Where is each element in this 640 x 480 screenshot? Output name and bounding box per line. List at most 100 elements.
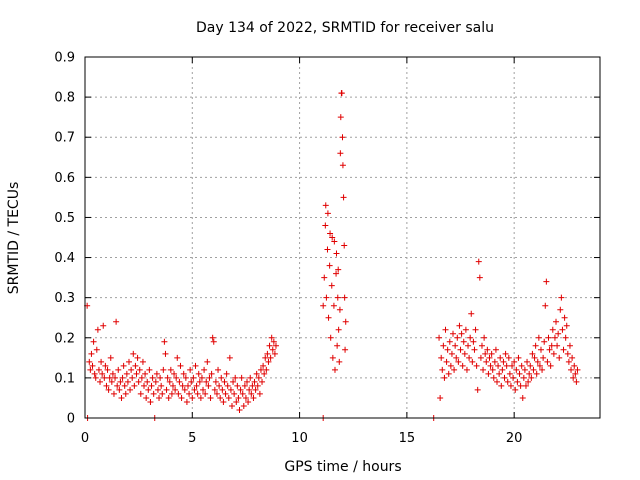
plus-marker (255, 374, 262, 381)
data-point (154, 386, 161, 393)
data-point (245, 398, 252, 405)
data-point (128, 366, 135, 373)
plus-marker (516, 370, 523, 377)
plus-marker (180, 370, 187, 377)
data-point (89, 362, 96, 369)
plus-marker (326, 262, 333, 269)
plus-marker (478, 342, 485, 349)
data-point (473, 362, 480, 369)
data-point (144, 378, 151, 385)
plus-marker (537, 346, 544, 353)
plus-marker (502, 350, 509, 357)
plus-marker (482, 350, 489, 357)
data-point (219, 386, 226, 393)
plus-marker (454, 334, 461, 341)
data-point (462, 326, 469, 333)
plus-marker (527, 362, 534, 369)
plus-marker (453, 354, 460, 361)
plus-marker (240, 402, 247, 409)
data-point (335, 326, 342, 333)
data-point (185, 382, 191, 389)
data-point (202, 390, 209, 397)
plus-marker (551, 334, 558, 341)
plus-marker (467, 334, 474, 341)
y-tick-label: 0.5 (54, 211, 75, 226)
plus-marker (179, 382, 186, 389)
plus-marker (134, 354, 141, 361)
plus-marker (571, 362, 578, 369)
plus-marker (153, 370, 160, 377)
plus-marker (109, 370, 116, 377)
plus-marker (484, 346, 491, 353)
data-point (189, 394, 196, 401)
plus-marker (138, 374, 145, 381)
data-point (261, 370, 268, 377)
data-point (247, 374, 254, 381)
plus-marker (540, 354, 547, 361)
data-point (146, 366, 153, 373)
data-point (336, 306, 343, 313)
plus-marker (322, 222, 329, 229)
data-point (253, 370, 260, 377)
plus-marker (491, 358, 498, 365)
data-point (160, 366, 167, 373)
plus-marker (216, 382, 223, 389)
plus-marker (330, 302, 337, 309)
plus-marker (342, 346, 349, 353)
plus-marker (320, 302, 327, 309)
data-point (447, 362, 454, 369)
plus-marker (337, 114, 344, 121)
plus-marker (161, 338, 168, 345)
plus-marker (480, 366, 487, 373)
plus-marker (239, 390, 246, 397)
data-point (545, 334, 552, 341)
plus-marker (87, 366, 94, 373)
x-tick-label: 20 (506, 431, 523, 446)
data-point (272, 342, 279, 349)
plus-marker (171, 370, 178, 377)
data-point (477, 354, 484, 361)
plus-marker (445, 370, 452, 377)
plus-marker (186, 390, 193, 397)
data-point (130, 350, 137, 357)
plus-marker (197, 394, 204, 401)
y-tick-label: 0.7 (54, 131, 75, 146)
plus-marker (504, 378, 511, 385)
data-point (102, 362, 109, 369)
plus-marker (210, 338, 217, 345)
data-point (116, 386, 123, 393)
data-point (97, 378, 104, 385)
plus-marker (177, 362, 184, 369)
data-point (164, 374, 171, 381)
plus-marker (541, 338, 548, 345)
data-point (570, 374, 577, 381)
plus-marker (168, 390, 175, 397)
data-point (98, 358, 105, 365)
plus-marker (106, 374, 113, 381)
plus-marker (222, 390, 229, 397)
data-point (568, 366, 575, 373)
plus-marker (524, 358, 531, 365)
data-point (341, 294, 348, 301)
data-point (341, 242, 348, 249)
plus-marker (483, 358, 490, 365)
data-point (121, 382, 128, 389)
data-point (339, 134, 346, 141)
plus-marker (166, 378, 173, 385)
data-point (323, 294, 330, 301)
plus-marker (125, 358, 132, 365)
plus-marker (228, 402, 235, 409)
data-point (125, 358, 132, 365)
data-point (190, 374, 197, 381)
data-point (441, 374, 448, 381)
data-point (204, 358, 211, 365)
data-point (134, 354, 141, 361)
plus-marker (473, 362, 480, 369)
data-point (250, 394, 257, 401)
data-point (113, 318, 120, 325)
data-point (230, 378, 237, 385)
data-point (510, 374, 517, 381)
plus-marker (204, 358, 211, 365)
data-point (327, 334, 334, 341)
plus-marker (331, 238, 338, 245)
